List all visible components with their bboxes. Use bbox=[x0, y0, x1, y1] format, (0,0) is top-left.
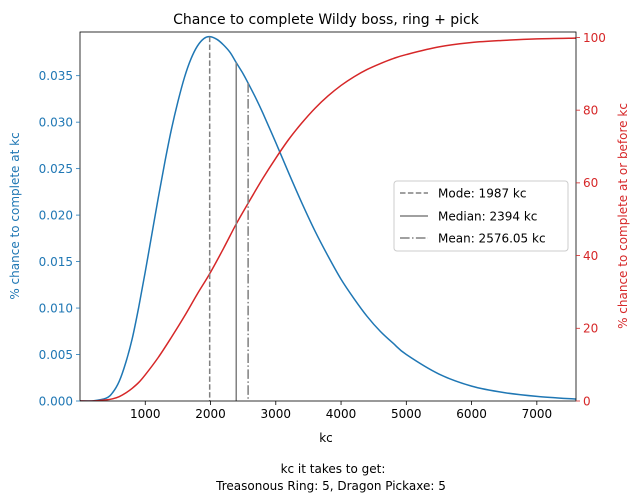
x-axis-label: kc bbox=[319, 431, 333, 445]
legend-label-mean: Mean: 2576.05 kc bbox=[438, 232, 546, 246]
y-left-tick-label: 0.030 bbox=[39, 115, 73, 129]
caption-line-1: kc it takes to get: bbox=[281, 462, 386, 476]
plot-area bbox=[80, 35, 576, 401]
y-left-tick-label: 0.010 bbox=[39, 301, 73, 315]
y-right-tick-label: 100 bbox=[583, 31, 606, 45]
y-right-tick-label: 40 bbox=[583, 249, 598, 263]
x-tick-label: 6000 bbox=[456, 407, 487, 421]
vline-layer bbox=[208, 36, 249, 401]
y-left-tick-label: 0.005 bbox=[39, 348, 73, 362]
legend-frame bbox=[393, 180, 569, 252]
series-line-cdf bbox=[80, 37, 576, 401]
legend-label-mode: Mode: 1987 kc bbox=[438, 187, 526, 201]
legend-label-median: Median: 2394 kc bbox=[438, 210, 537, 224]
y-right-tick-label: 80 bbox=[583, 103, 598, 117]
x-tick-label: 2000 bbox=[195, 407, 226, 421]
y-left-tick-label: 0.000 bbox=[39, 394, 73, 408]
x-tick-label: 3000 bbox=[261, 407, 292, 421]
y-right-axis: 0 20 40 60 80 100 bbox=[576, 31, 606, 408]
series-layer bbox=[80, 35, 576, 401]
y-right-tick-label: 0 bbox=[583, 394, 591, 408]
y-left-tick-label: 0.025 bbox=[39, 162, 73, 176]
y-right-axis-label: % chance to complete at or before kc bbox=[616, 103, 630, 329]
y-left-tick-label: 0.020 bbox=[39, 208, 73, 222]
y-left-axis-label: % chance to complete at kc bbox=[8, 132, 22, 299]
x-tick-label: 4000 bbox=[326, 407, 357, 421]
y-right-tick-label: 20 bbox=[583, 322, 598, 336]
series-line-pdf bbox=[80, 35, 576, 401]
y-left-tick-label: 0.035 bbox=[39, 69, 73, 83]
plot-frame bbox=[79, 31, 577, 402]
x-tick-label: 7000 bbox=[522, 407, 553, 421]
y-right-tick-label: 60 bbox=[583, 176, 598, 190]
y-left-tick-label: 0.015 bbox=[39, 255, 73, 269]
x-tick-label: 1000 bbox=[130, 407, 161, 421]
x-tick-label: 5000 bbox=[391, 407, 422, 421]
caption-line-2: Treasonous Ring: 5, Dragon Pickaxe: 5 bbox=[215, 479, 446, 493]
x-axis: 1000 2000 3000 4000 5000 6000 7000 bbox=[130, 401, 552, 421]
chart-title: Chance to complete Wildy boss, ring + pi… bbox=[173, 12, 480, 28]
legend: Mode: 1987 kc Median: 2394 kc Mean: 2576… bbox=[393, 180, 569, 252]
y-left-axis: 0.000 0.005 0.010 0.015 0.020 0.025 0.030 0.035 bbox=[39, 69, 80, 408]
